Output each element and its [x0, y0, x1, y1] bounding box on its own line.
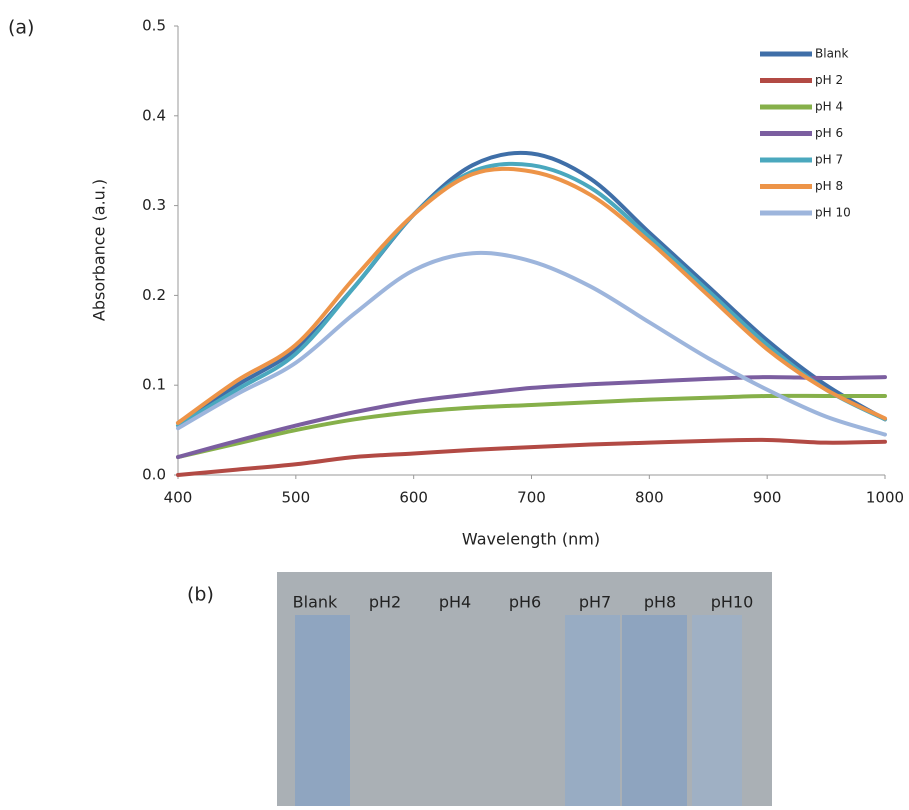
x-tick-label: 900	[753, 489, 782, 507]
cuvette	[565, 615, 620, 806]
photo-label: Blank	[293, 593, 338, 612]
x-tick-label: 800	[635, 489, 664, 507]
y-axis-title: Absorbance (a.u.)	[90, 179, 109, 321]
cuvette	[295, 615, 350, 806]
photo-label: pH4	[439, 593, 471, 612]
legend-label: pH 10	[815, 206, 851, 220]
x-tick-label: 400	[164, 489, 193, 507]
cuvette	[622, 615, 687, 806]
y-tick-label: 0.4	[142, 106, 166, 124]
photo: (b)	[187, 572, 772, 806]
x-tick-label: 1000	[866, 489, 904, 507]
legend-label: pH 4	[815, 100, 843, 114]
series-line	[178, 377, 885, 457]
x-tick-label: 500	[282, 489, 311, 507]
legend-label: pH 6	[815, 126, 843, 140]
legend-label: Blank	[815, 47, 849, 61]
panel-label: (b)	[187, 584, 214, 606]
y-tick-label: 0.2	[142, 286, 166, 304]
photo-label: pH8	[644, 593, 676, 612]
page: (a) Wavelength (nm) Absorbance (a.u.) (b…	[0, 0, 909, 810]
x-tick-label: 600	[399, 489, 428, 507]
series-line	[178, 253, 885, 435]
photo-label: pH10	[711, 593, 754, 612]
y-tick-label: 0.5	[142, 17, 166, 35]
y-tick-label: 0.3	[142, 196, 166, 214]
figure: (a) Wavelength (nm) Absorbance (a.u.) (b…	[0, 0, 909, 806]
legend-label: pH 8	[815, 179, 843, 193]
legend-label: pH 2	[815, 73, 843, 87]
photo-label: pH2	[369, 593, 401, 612]
y-tick-label: 0.1	[142, 376, 166, 394]
x-axis-title: Wavelength (nm)	[462, 530, 600, 549]
legend-label: pH 7	[815, 153, 843, 167]
series-line	[178, 440, 885, 475]
photo-label: pH6	[509, 593, 541, 612]
x-tick-label: 700	[517, 489, 546, 507]
y-tick-label: 0.0	[142, 466, 166, 484]
cuvette	[692, 615, 742, 806]
series-line	[178, 153, 885, 423]
series-line	[178, 169, 885, 423]
panel-label: (a)	[8, 17, 34, 39]
photo-label: pH7	[579, 593, 611, 612]
